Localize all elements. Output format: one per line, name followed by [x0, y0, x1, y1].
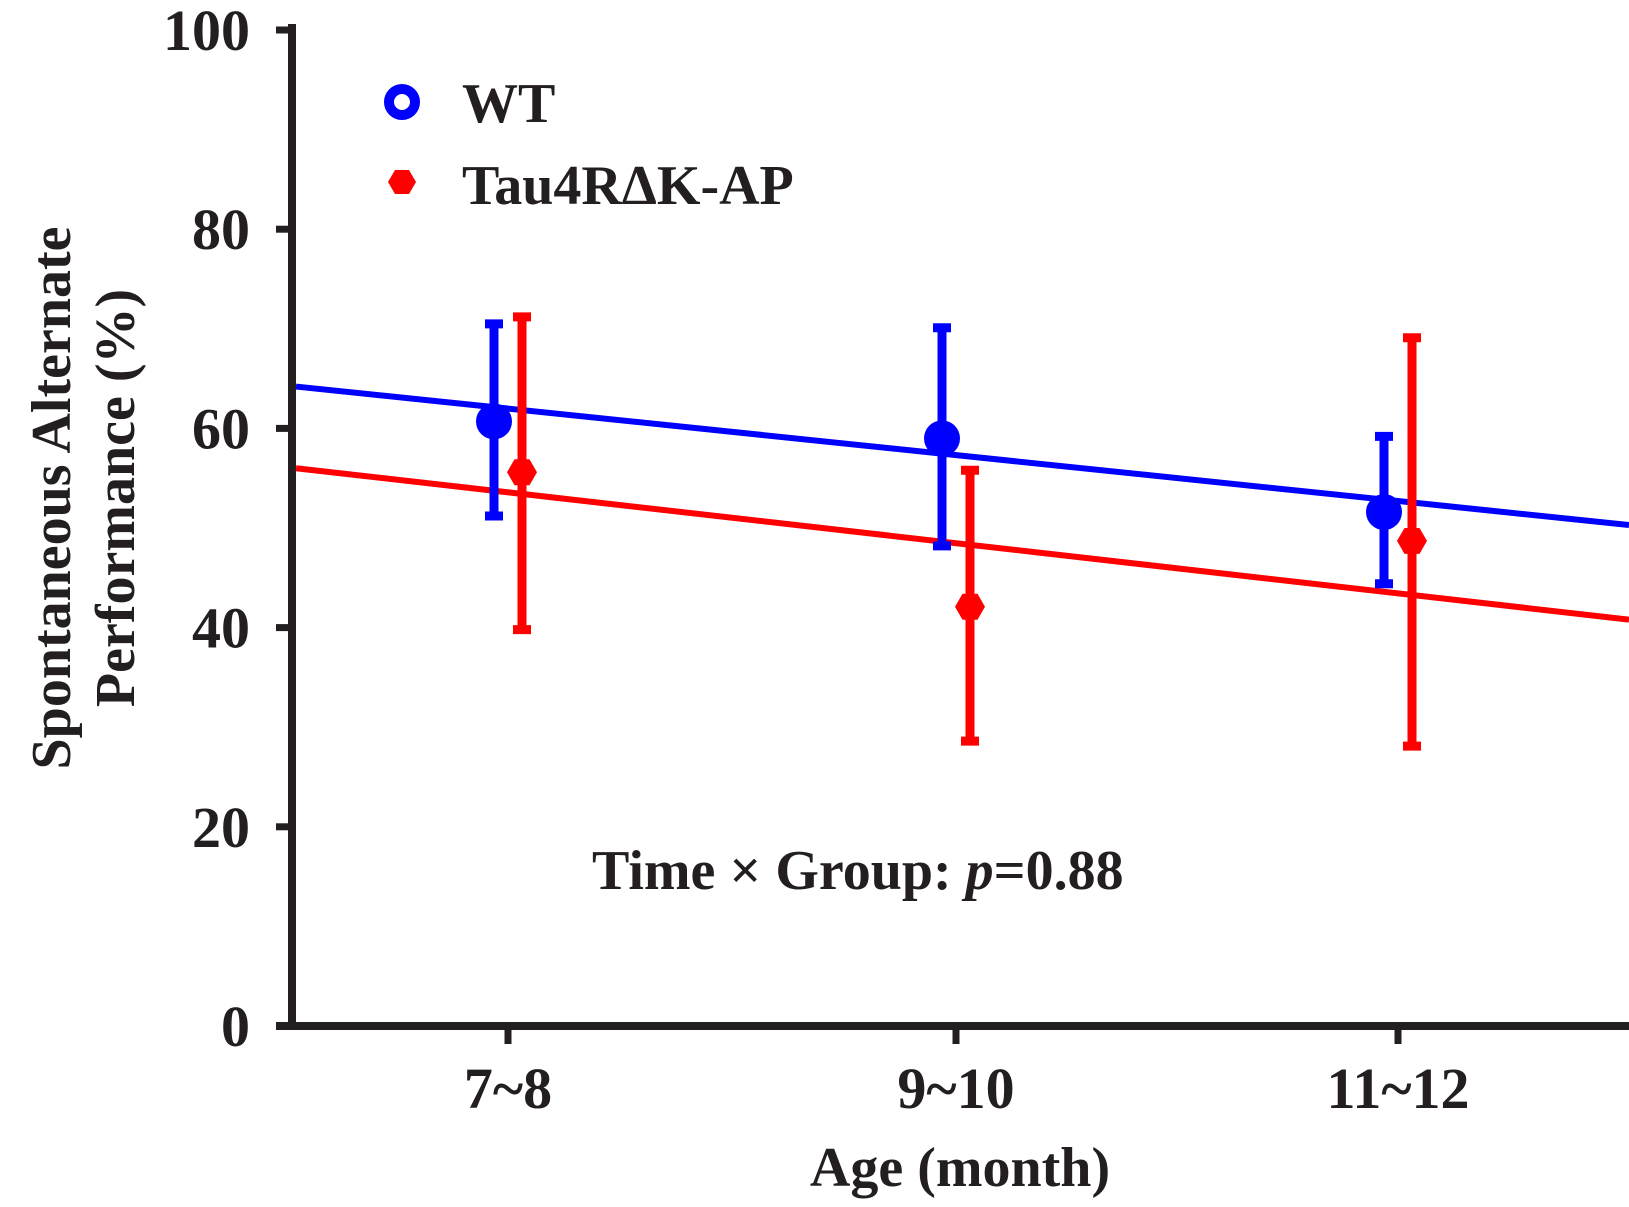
x-tick-label: 7~8 [464, 1056, 552, 1121]
legend-marker-tau [388, 170, 416, 194]
x-tick-label: 9~10 [897, 1056, 1014, 1121]
legend: WT Tau4RΔK-AP [384, 73, 794, 217]
y-tick-label: 60 [192, 396, 250, 461]
data-point-tau [507, 459, 537, 486]
x-ticks: 7~8 9~10 11~12 [464, 1026, 1470, 1121]
x-tick-label: 11~12 [1327, 1056, 1470, 1121]
legend-label-tau: Tau4RΔK-AP [462, 155, 794, 217]
y-ticks: 0 20 40 60 80 100 [163, 0, 292, 1059]
data-point-tau [1397, 528, 1427, 554]
annotation-prefix: Time × Group: [592, 840, 966, 902]
y-tick-label: 0 [221, 994, 250, 1059]
y-tick-label: 100 [163, 0, 250, 63]
data-point-wt [1366, 494, 1402, 531]
y-axis-title-line-1: Spontaneous Alternate [21, 227, 83, 770]
data-point-wt [476, 403, 512, 440]
y-axis-title: Spontaneous Alternate Performance (%) [21, 227, 147, 770]
y-axis-title-line-2: Performance (%) [85, 289, 147, 707]
y-tick-label: 80 [192, 197, 250, 262]
legend-label-wt: WT [462, 73, 555, 135]
annotation-value: =0.88 [994, 840, 1124, 902]
annotation-p-symbol: p [962, 840, 994, 902]
error-bars [485, 312, 1421, 751]
y-tick-label: 20 [192, 795, 250, 860]
x-axis-title: Age (month) [810, 1137, 1110, 1199]
y-tick-label: 40 [192, 596, 250, 661]
data-points [476, 403, 1427, 620]
data-point-wt [924, 420, 960, 457]
legend-marker-wt [384, 84, 420, 120]
data-point-tau [955, 593, 985, 620]
stats-annotation: Time × Group: p=0.88 [592, 840, 1124, 902]
